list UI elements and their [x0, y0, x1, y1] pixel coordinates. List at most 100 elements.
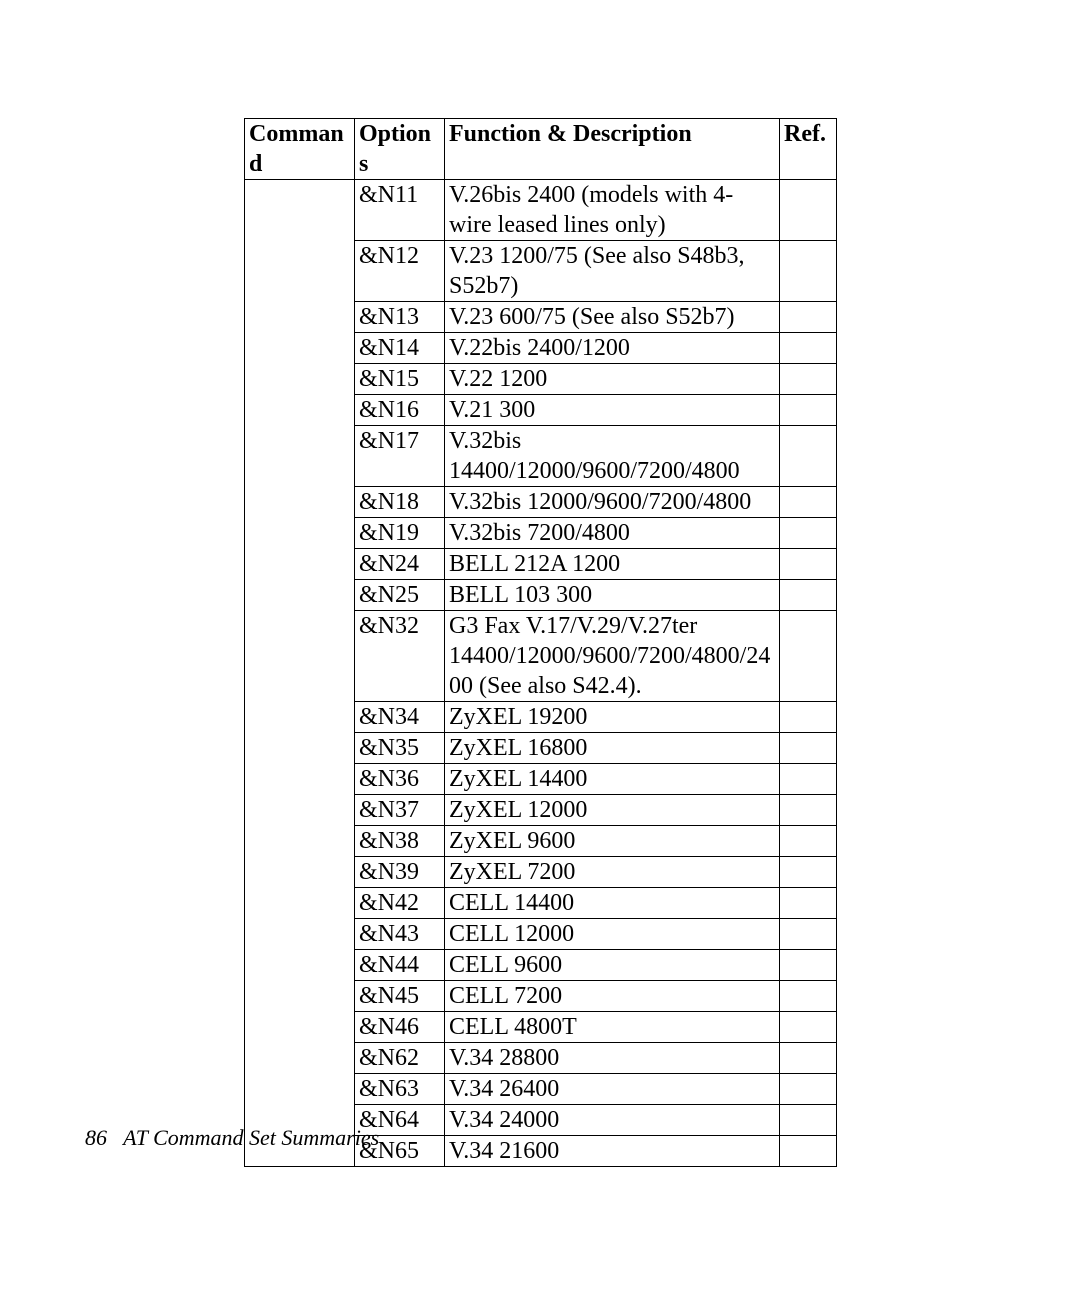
cell-command [245, 580, 355, 611]
cell-desc: V.34 26400 [445, 1074, 780, 1105]
cell-desc: ZyXEL 16800 [445, 733, 780, 764]
cell-desc: G3 Fax V.17/V.29/V.27ter 14400/12000/960… [445, 611, 780, 702]
table-body: &N11V.26bis 2400 (models with 4-wire lea… [245, 180, 837, 1167]
cell-desc: ZyXEL 19200 [445, 702, 780, 733]
command-table: Command Options Function & Description R… [244, 118, 837, 1167]
cell-option: &N13 [355, 302, 445, 333]
table-row: &N35ZyXEL 16800 [245, 733, 837, 764]
cell-desc: V.23 600/75 (See also S52b7) [445, 302, 780, 333]
cell-desc: V.22 1200 [445, 364, 780, 395]
cell-option: &N37 [355, 795, 445, 826]
cell-command [245, 518, 355, 549]
cell-command [245, 1012, 355, 1043]
cell-desc: CELL 4800T [445, 1012, 780, 1043]
cell-command [245, 795, 355, 826]
table-row: &N34ZyXEL 19200 [245, 702, 837, 733]
cell-desc: V.21 300 [445, 395, 780, 426]
cell-command [245, 919, 355, 950]
cell-ref [780, 333, 837, 364]
cell-option: &N19 [355, 518, 445, 549]
col-header-options: Options [355, 119, 445, 180]
cell-command [245, 333, 355, 364]
cell-command [245, 302, 355, 333]
cell-desc: CELL 9600 [445, 950, 780, 981]
table-row: &N12V.23 1200/75 (See also S48b3, S52b7) [245, 241, 837, 302]
cell-ref [780, 611, 837, 702]
cell-ref [780, 364, 837, 395]
cell-ref [780, 1012, 837, 1043]
cell-option: &N18 [355, 487, 445, 518]
table-row: &N14V.22bis 2400/1200 [245, 333, 837, 364]
cell-desc: V.22bis 2400/1200 [445, 333, 780, 364]
cell-command [245, 1043, 355, 1074]
col-header-command: Command [245, 119, 355, 180]
cell-ref [780, 426, 837, 487]
cell-desc: V.34 24000 [445, 1105, 780, 1136]
cell-ref [780, 1074, 837, 1105]
cell-command [245, 395, 355, 426]
cell-ref [780, 795, 837, 826]
cell-ref [780, 241, 837, 302]
cell-option: &N32 [355, 611, 445, 702]
cell-option: &N17 [355, 426, 445, 487]
cell-option: &N16 [355, 395, 445, 426]
cell-ref [780, 919, 837, 950]
table-row: &N15V.22 1200 [245, 364, 837, 395]
cell-option: &N38 [355, 826, 445, 857]
cell-desc: ZyXEL 9600 [445, 826, 780, 857]
cell-desc: ZyXEL 12000 [445, 795, 780, 826]
cell-ref [780, 549, 837, 580]
cell-option: &N25 [355, 580, 445, 611]
cell-ref [780, 702, 837, 733]
cell-desc: BELL 103 300 [445, 580, 780, 611]
cell-option: &N46 [355, 1012, 445, 1043]
cell-desc: CELL 12000 [445, 919, 780, 950]
table-row: &N11V.26bis 2400 (models with 4-wire lea… [245, 180, 837, 241]
cell-option: &N12 [355, 241, 445, 302]
cell-option: &N36 [355, 764, 445, 795]
cell-ref [780, 1105, 837, 1136]
cell-option: &N11 [355, 180, 445, 241]
table-row: &N36ZyXEL 14400 [245, 764, 837, 795]
table-row: &N19V.32bis 7200/4800 [245, 518, 837, 549]
table-row: &N46CELL 4800T [245, 1012, 837, 1043]
cell-command [245, 888, 355, 919]
footer-title: AT Command Set Summaries [123, 1125, 379, 1150]
cell-option: &N35 [355, 733, 445, 764]
table-row: &N39ZyXEL 7200 [245, 857, 837, 888]
cell-ref [780, 580, 837, 611]
cell-ref [780, 1136, 837, 1167]
cell-ref [780, 826, 837, 857]
table-row: &N13V.23 600/75 (See also S52b7) [245, 302, 837, 333]
table-header-row: Command Options Function & Description R… [245, 119, 837, 180]
cell-desc: CELL 7200 [445, 981, 780, 1012]
table-row: &N62V.34 28800 [245, 1043, 837, 1074]
cell-command [245, 426, 355, 487]
cell-command [245, 826, 355, 857]
cell-command [245, 364, 355, 395]
cell-option: &N34 [355, 702, 445, 733]
cell-option: &N14 [355, 333, 445, 364]
cell-desc: V.32bis 12000/9600/7200/4800 [445, 487, 780, 518]
table-row: &N16V.21 300 [245, 395, 837, 426]
table-row: &N42CELL 14400 [245, 888, 837, 919]
table-row: &N45CELL 7200 [245, 981, 837, 1012]
cell-desc: BELL 212A 1200 [445, 549, 780, 580]
page: Command Options Function & Description R… [0, 0, 1080, 1311]
cell-ref [780, 733, 837, 764]
cell-command [245, 241, 355, 302]
col-header-ref: Ref. [780, 119, 837, 180]
cell-ref [780, 764, 837, 795]
cell-command [245, 857, 355, 888]
cell-option: &N44 [355, 950, 445, 981]
cell-option: &N39 [355, 857, 445, 888]
cell-ref [780, 487, 837, 518]
cell-option: &N42 [355, 888, 445, 919]
cell-option: &N45 [355, 981, 445, 1012]
cell-desc: V.32bis 7200/4800 [445, 518, 780, 549]
cell-desc: ZyXEL 7200 [445, 857, 780, 888]
cell-command [245, 702, 355, 733]
table-row: &N18V.32bis 12000/9600/7200/4800 [245, 487, 837, 518]
cell-ref [780, 518, 837, 549]
cell-command [245, 611, 355, 702]
